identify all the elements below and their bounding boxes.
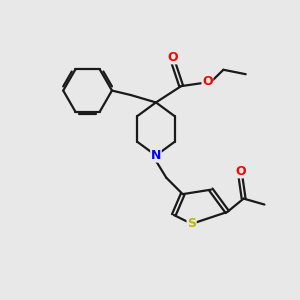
Text: S: S	[187, 218, 196, 230]
Text: O: O	[202, 75, 213, 88]
Text: O: O	[235, 165, 246, 178]
Text: N: N	[151, 149, 161, 162]
Text: O: O	[168, 51, 178, 64]
